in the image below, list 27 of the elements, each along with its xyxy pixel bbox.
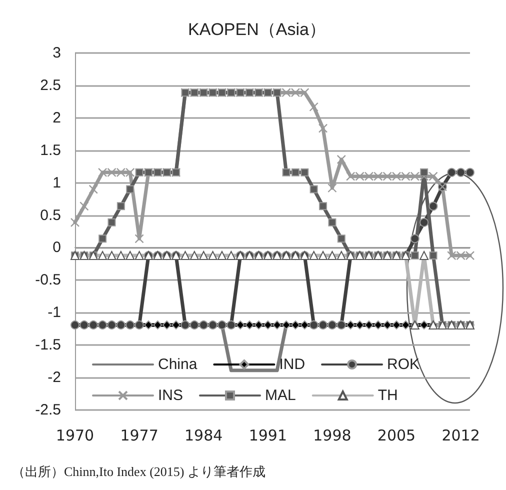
x-tick-label: 1970 [56,426,94,444]
y-tick-label: 2.5 [40,76,61,94]
y-tick-label: 1 [52,174,61,192]
x-tick-label: 2005 [377,426,416,444]
text: （出所）Chinn,Ito Index (2015) より筆者作成 [12,464,266,479]
x-tick-label: 1977 [120,426,158,444]
y-tick-label: 2 [52,109,61,126]
x-tick-label: 1991 [248,426,287,444]
y-tick-label: 0.5 [40,206,61,224]
chart-title: KAOPEN（Asia） [188,20,326,39]
y-tick-label: 1.5 [40,142,61,159]
y-tick-label: -1.5 [35,336,61,354]
x-tick-label: 1984 [184,426,223,444]
legend-label: TH [378,387,398,404]
x-tick-label: 2012 [442,426,480,444]
legend-label: ROK [387,356,420,373]
legend-label: IND [279,356,306,373]
legend-label: INS [158,387,184,404]
y-tick-label: 3 [52,44,61,62]
x-tick-label: 1998 [313,426,352,444]
y-tick-label: -2.5 [35,402,61,418]
legend-label: MAL [265,387,296,404]
y-tick-label: 0 [52,239,61,256]
legend-label: China [158,356,198,373]
y-tick-label: -2 [48,369,61,386]
y-tick-label: -1 [48,304,61,322]
y-tick-label: -0.5 [35,272,61,289]
